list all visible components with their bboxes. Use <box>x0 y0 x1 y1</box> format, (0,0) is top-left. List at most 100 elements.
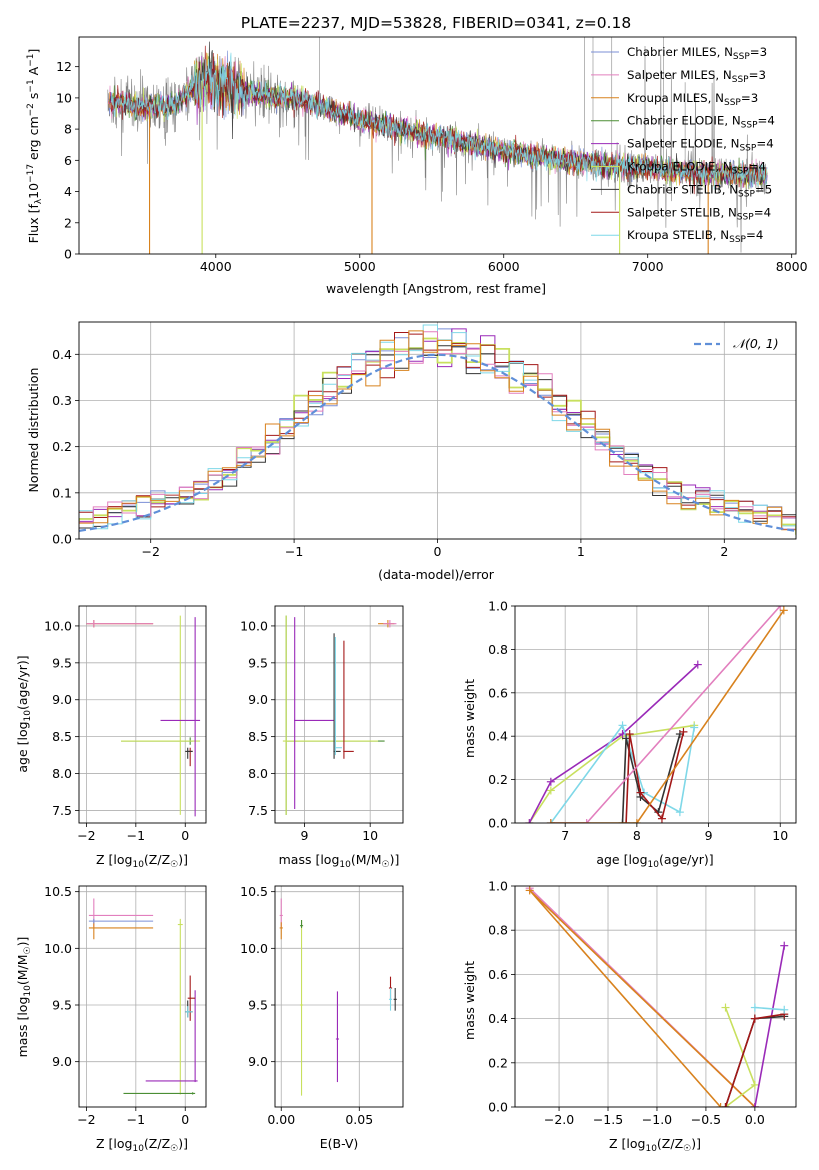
y-tick-label: 0.8 <box>488 642 508 657</box>
label-part: age [log <box>15 721 30 772</box>
y-tick-label: 0.3 <box>52 393 72 408</box>
mass_vs_Z-axes: −2 −1 09.09.510.010.5Z [log10(Z/Z☉)]mass [… <box>15 884 207 1154</box>
label-part: −17 <box>26 164 36 183</box>
x-tick-label: 4000 <box>200 259 232 274</box>
y-tick-label: 7.5 <box>248 803 268 818</box>
legend-entry-label: Kroupa STELIB, NSSP=4 <box>627 228 763 245</box>
grid <box>275 606 403 823</box>
axes-frame <box>78 321 797 540</box>
y-tick-label: 0.6 <box>488 685 508 700</box>
label-part: Chabrier STELIB, N <box>627 182 738 196</box>
label-part: 10 <box>23 985 33 997</box>
legend-entry-label: Salpeter STELIB, NSSP=4 <box>627 205 771 222</box>
y-tick-label: 0.4 <box>488 1011 508 1026</box>
label-part: ☉ <box>170 1144 178 1154</box>
x-tick-label: 0 <box>181 1112 189 1127</box>
label-part: ☉ <box>382 860 390 870</box>
y-tick-label: 9.0 <box>248 1054 268 1069</box>
x-tick-label: −1 <box>127 1112 145 1127</box>
y-tick-label: 0.2 <box>52 439 72 454</box>
y-tick-label: 7.5 <box>52 803 72 818</box>
label-part: Salpeter MILES, N <box>627 68 732 82</box>
x-tick-label: 8 <box>633 828 641 843</box>
y-tick-label: 10.5 <box>240 884 268 899</box>
y-tick-label: 0.1 <box>52 485 72 500</box>
label-part: SSP <box>739 144 756 154</box>
axes-frame <box>514 885 797 1108</box>
x-tick-label: 8000 <box>776 259 808 274</box>
x-tick-label: 0 <box>181 828 189 843</box>
legend-gauss-label: 𝒩(0, 1) <box>733 336 779 351</box>
y-tick-label: 9.5 <box>52 655 72 670</box>
label-part: Chabrier MILES, N <box>627 45 733 59</box>
y-tick-label: 2 <box>64 215 72 230</box>
axes-frame <box>274 605 404 824</box>
label-part: )] <box>15 937 30 947</box>
legend-entry-label: Chabrier ELODIE, NSSP=4 <box>627 114 775 131</box>
x-axis-label: Z [log10(Z/Z☉)] <box>96 1136 188 1154</box>
residuals-plot <box>79 324 796 535</box>
y-axis-label: Flux [fλ10−17 erg cm−2 s−1 A−1] <box>26 49 44 244</box>
axes-frame <box>78 605 207 824</box>
x-tick-label: −2 <box>77 828 95 843</box>
label-part: Kroupa ELODIE, N <box>627 160 732 174</box>
mass_vs_ebv-axes: 0.00 0.05 9.0 9.5 10.0 10.5 E(B-V) <box>240 884 404 1151</box>
y-tick-label: 10.0 <box>240 941 268 956</box>
label-part: =3 <box>749 68 766 82</box>
label-part: ☉ <box>23 946 33 954</box>
y-tick-label: 0.6 <box>488 967 508 982</box>
y-tick-label: 12 <box>56 59 72 74</box>
y-tick-label: 9.5 <box>248 655 268 670</box>
label-part: (age/yr)] <box>15 655 30 710</box>
label-part: −1 <box>26 54 36 67</box>
label-part: Kroupa MILES, N <box>627 91 724 105</box>
y-tick-label: 1.0 <box>488 879 508 894</box>
y-tick-label: 8.5 <box>52 729 72 744</box>
label-part: (M/M <box>15 954 30 985</box>
y-tick-label: 0.4 <box>52 347 72 362</box>
gaussian-curve <box>79 353 796 532</box>
label-part: Chabrier ELODIE, N <box>627 114 741 128</box>
weight-series-line <box>754 945 786 1107</box>
figure-title: PLATE=2237, MJD=53828, FIBERID=0341, z=0… <box>241 14 631 32</box>
label-part: =4 <box>756 137 773 151</box>
x-tick-label: −0.5 <box>691 1112 721 1127</box>
x-tick-label: 7 <box>561 828 569 843</box>
y-tick-label: 8.0 <box>52 766 72 781</box>
x-tick-label: −1 <box>127 828 145 843</box>
age_vs_Z-axes: −2 −1 07.58.08.59.09.510.0Z [log10(Z/Z☉)]a… <box>15 605 207 870</box>
label-part: )] <box>178 852 188 867</box>
label-part: erg cm <box>26 116 41 164</box>
label-part: (age/yr)] <box>659 852 714 867</box>
y-axis-label: mass [log10(M/M☉)] <box>15 937 33 1058</box>
axes-frame <box>274 885 404 1108</box>
weight_vs_Z-axes: −2.0 −1.5 −1.0 −0.5 0.0 0.0 0.2 0.4 0.6 0.8 1.0 mas… <box>462 879 797 1154</box>
x-tick-label: 0.0 <box>745 1112 765 1127</box>
x-axis-label: wavelength [Angstrom, rest frame] <box>326 281 546 296</box>
label-part: Salpeter STELIB, N <box>627 205 737 219</box>
label-part: 10 <box>645 1144 657 1154</box>
x-tick-label: 10 <box>362 828 378 843</box>
x-tick-label: 2 <box>720 544 728 559</box>
legend-entry-label: Salpeter MILES, NSSP=3 <box>627 68 766 85</box>
grid <box>515 885 796 1108</box>
label-part: mass weight <box>462 961 477 1040</box>
spectrum-plot <box>107 37 768 254</box>
spectrum-axes: 4000 5000 6000 7000 8000 0 2 4 6 8 10 12 Chabrier MI… <box>26 36 808 296</box>
legend-entry-label: Kroupa MILES, NSSP=3 <box>627 91 758 108</box>
legend-entry-label: Salpeter ELODIE, NSSP=4 <box>627 137 774 154</box>
y-tick-label: 0 <box>64 247 72 262</box>
legend-entry-label: Chabrier MILES, NSSP=3 <box>627 45 767 62</box>
label-part: 10 <box>648 860 660 870</box>
y-tick-label: 0.0 <box>52 532 72 547</box>
label-part: SSP <box>732 167 749 177</box>
weight-series-line <box>550 609 785 823</box>
y-tick-label: 0.4 <box>488 729 508 744</box>
y-axis-label: mass weight <box>462 679 477 758</box>
x-tick-label: 9 <box>705 828 713 843</box>
x-tick-label: 10 <box>772 828 788 843</box>
y-tick-label: 1.0 <box>488 599 508 614</box>
label-part: mass [log <box>279 852 340 867</box>
x-tick-label: −2 <box>141 544 159 559</box>
